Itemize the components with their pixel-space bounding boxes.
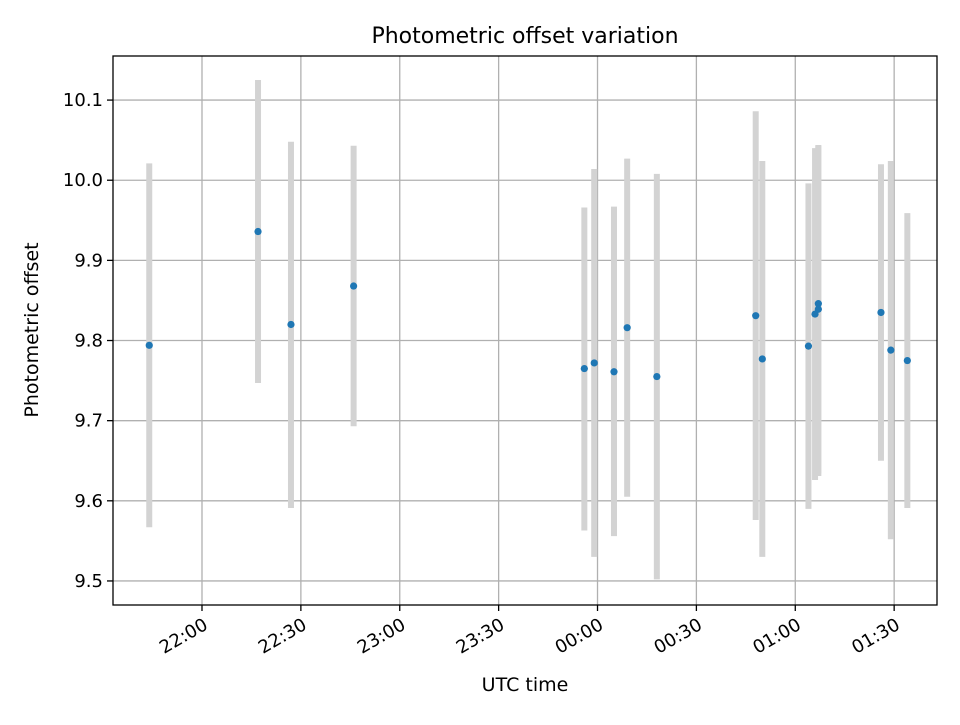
data-point [623, 324, 631, 332]
grid-layer [113, 56, 937, 605]
y-tick-label: 10.1 [63, 90, 103, 111]
data-point [145, 341, 153, 349]
y-tick-label: 9.8 [74, 331, 103, 352]
data-point [350, 282, 358, 290]
point-layer [145, 227, 911, 381]
plot-frame [112, 55, 938, 606]
data-point [758, 355, 766, 363]
y-tick-label: 10.0 [63, 170, 103, 191]
x-tick-label: 22:00 [156, 614, 211, 658]
x-tick-label: 00:00 [552, 614, 607, 658]
data-point [590, 359, 598, 367]
x-tick-label: 01:30 [848, 614, 903, 658]
x-tick-label: 01:00 [749, 614, 804, 658]
x-axis-label: UTC time [482, 674, 569, 696]
data-point [610, 368, 618, 376]
data-point [877, 308, 885, 317]
errorbar-layer [146, 80, 911, 580]
x-tick-label: 22:30 [255, 614, 310, 658]
data-point [887, 346, 895, 354]
data-point [254, 227, 262, 236]
data-point [903, 356, 911, 365]
y-tick-label: 9.7 [74, 411, 103, 432]
y-axis-label: Photometric offset [21, 242, 43, 417]
data-point [287, 320, 295, 329]
tick-layer: 9.5 9.6 9.7 9.8 9.9 10.0 10.1 22:00 22:30 23:00 23… [63, 90, 904, 658]
data-point [814, 305, 822, 313]
chart-title: Photometric offset variation [371, 24, 678, 49]
y-tick-label: 9.9 [74, 250, 103, 271]
data-point [814, 300, 822, 308]
x-tick-label: 00:30 [650, 614, 705, 658]
data-point [804, 342, 813, 350]
data-point [752, 312, 760, 320]
data-point [653, 372, 661, 381]
y-tick-label: 9.5 [74, 571, 103, 592]
x-tick-label: 23:00 [354, 614, 409, 658]
data-point [580, 364, 588, 373]
x-tick-label: 23:30 [453, 614, 508, 658]
y-tick-label: 9.6 [74, 491, 103, 512]
